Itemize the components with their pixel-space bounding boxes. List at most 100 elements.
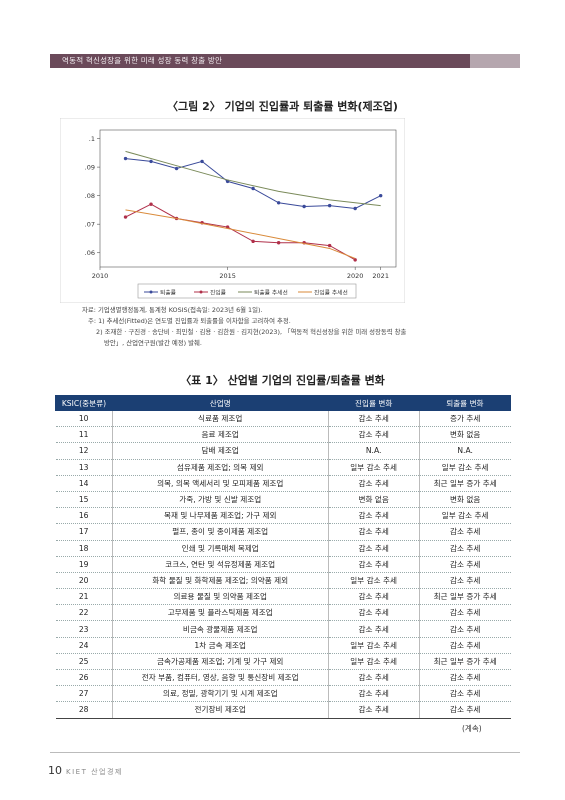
table-row: 10 식료품 제조업 감소 추세 증가 추세 [55,410,511,428]
exit-change: 감소 추세 [419,701,511,719]
header-industry: 산업명 [111,395,329,411]
table-row: 13 섬유제품 제조업; 의복 제외 일부 감소 추세 일부 감소 추세 [55,459,511,476]
ksic-code: 27 [55,685,113,703]
x-tick-label: 2015 [219,272,236,280]
series-line [125,203,356,261]
ksic-code: 18 [55,540,113,557]
series-point [123,215,128,219]
table-row: 15 가죽, 가방 및 신발 제조업 변화 없음 변화 없음 [55,491,511,509]
note-source: 자료: 기업생멸행정통계, 통계청 KOSIS(접속일: 2023년 6월 1일… [82,306,263,314]
entry-change: 감소 추세 [328,669,420,687]
industry-name: 의료용 물질 및 의약품 제조업 [112,588,329,606]
table-row: 17 펄프, 종이 및 종이제품 제조업 감소 추세 감소 추세 [55,523,511,541]
legend-label: 퇴출률 [160,288,177,296]
header-entry-change: 진입률 변화 [327,395,420,411]
ksic-code: 12 [55,442,113,460]
table-body: 10 식료품 제조업 감소 추세 증가 추세 11 음료 제조업 감소 추세 변화 없음 12 담… [55,410,511,719]
entry-change: 감소 추세 [328,620,420,638]
entry-change: 일부 감소 추세 [328,653,420,671]
exit-change: 감소 추세 [419,556,511,573]
y-tick-label: .09 [85,164,95,172]
exit-change: 최근 일부 증가 추세 [419,475,511,492]
y-tick-label: .07 [85,221,95,229]
entry-change: 감소 추세 [328,507,420,525]
continued-label: (계속) [462,724,482,733]
exit-change: N.A. [419,442,511,460]
ksic-code: 25 [55,653,113,671]
series-point [378,193,383,198]
note-2: 2) 조재한 · 구진경 · 송단비 · 최민철 · 김용 · 김한원 · 김지… [96,328,407,336]
entry-change: 감소 추세 [328,556,420,573]
series-point [353,206,357,211]
industry-name: 음료 제조업 [112,426,329,444]
plot-frame [60,118,405,303]
y-tick-label: .06 [85,249,95,257]
series-point [276,201,281,205]
x-tick-label: 2020 [347,272,364,280]
ksic-code: 21 [55,588,113,606]
chart-legend: 퇴출률 진입률 퇴출률 추세선 진입률 추세선 [137,283,357,299]
ksic-code: 14 [55,475,113,492]
series-point [353,258,357,262]
footer-rule [50,752,520,753]
series-point [149,159,153,164]
industry-name: 의복, 의복 액세서리 및 모피제품 제조업 [112,475,329,492]
industry-name: 펄프, 종이 및 종이제품 제조업 [112,523,329,541]
legend-label: 진입률 [210,288,227,296]
ksic-code: 15 [55,491,113,509]
entry-change: 감소 추세 [328,523,420,541]
y-tick-label: .08 [85,192,95,200]
series-point [149,202,153,206]
table-header-row: KSIC(중분류) 산업명 진입률 변화 퇴출률 변화 [55,395,512,411]
x-axis: 2010 2015 2020 2021 [92,267,389,280]
table-row: 12 담배 제조업 N.A. N.A. [55,442,511,460]
x-tick-label: 2010 [92,272,109,280]
table-row: 22 고무제품 및 플라스틱제품 제조업 감소 추세 감소 추세 [55,604,511,622]
exit-change: 일부 감소 추세 [419,507,511,525]
legend-marker [149,290,153,294]
industry-name: 1차 금속 제조업 [112,637,329,654]
x-tick-label: 2021 [372,272,389,280]
ksic-code: 28 [55,701,113,719]
entry-change: 감소 추세 [328,701,420,719]
exit-change: 감소 추세 [419,523,511,541]
line-chart: .06.07.08.09.1 2010 2015 2020 2021 퇴출률 진입률 퇴출… [60,118,405,303]
header-ksic: KSIC(중분류) [55,395,113,411]
exit-change: 감소 추세 [419,572,511,590]
exit-change: 최근 일부 증가 추세 [419,653,511,671]
ksic-code: 13 [55,459,113,476]
table-row: 23 비금속 광물제품 제조업 감소 추세 감소 추세 [55,620,511,638]
table-row: 27 의료, 정밀, 광학기기 및 시계 제조업 감소 추세 감소 추세 [55,685,511,703]
ksic-code: 24 [55,637,113,654]
industry-name: 비금속 광물제품 제조업 [112,620,329,638]
industry-name: 섬유제품 제조업; 의복 제외 [112,459,329,476]
industry-name: 코크스, 연탄 및 석유정제품 제조업 [112,556,329,573]
industry-name: 금속가공제품 제조업; 기계 및 가구 제외 [112,653,329,671]
entry-change: 변화 없음 [328,491,420,509]
series-point [276,241,281,245]
entry-change: 감소 추세 [328,588,420,606]
ksic-code: 11 [55,426,113,444]
figure-title: 〈그림 2〉 기업의 진입률과 퇴출률 변화(제조업) [167,100,398,113]
table-title: 〈표 1〉 산업별 기업의 진입률/퇴출률 변화 [180,374,385,387]
exit-change: 감소 추세 [419,620,511,638]
y-tick-label: .1 [89,135,95,143]
ksic-code: 17 [55,523,113,541]
figure-notes: 자료: 기업생멸행정통계, 통계청 KOSIS(접속일: 2023년 6월 1일… [82,305,482,349]
industry-name: 고무제품 및 플라스틱제품 제조업 [112,604,329,622]
exit-change: 증가 추세 [419,410,511,428]
series-point [251,239,255,244]
series-line [125,150,381,207]
industry-name: 전기장비 제조업 [112,701,329,719]
industry-name: 식료품 제조업 [112,410,329,428]
table-row: 11 음료 제조업 감소 추세 변화 없음 [55,426,511,444]
exit-change: 감소 추세 [419,637,511,654]
ksic-code: 19 [55,556,113,573]
industry-name: 담배 제조업 [112,442,329,460]
series-line [125,209,356,259]
table-row: 28 전기장비 제조업 감소 추세 감소 추세 [55,701,511,719]
entry-change: 일부 감소 추세 [328,572,420,590]
table-row: 25 금속가공제품 제조업; 기계 및 가구 제외 일부 감소 추세 최근 일부 증가… [55,653,511,671]
footer-journal: KIET 산업경제 [66,768,123,776]
industry-name: 전자 부품, 컴퓨터, 영상, 음향 및 통신장비 제조업 [112,669,329,687]
